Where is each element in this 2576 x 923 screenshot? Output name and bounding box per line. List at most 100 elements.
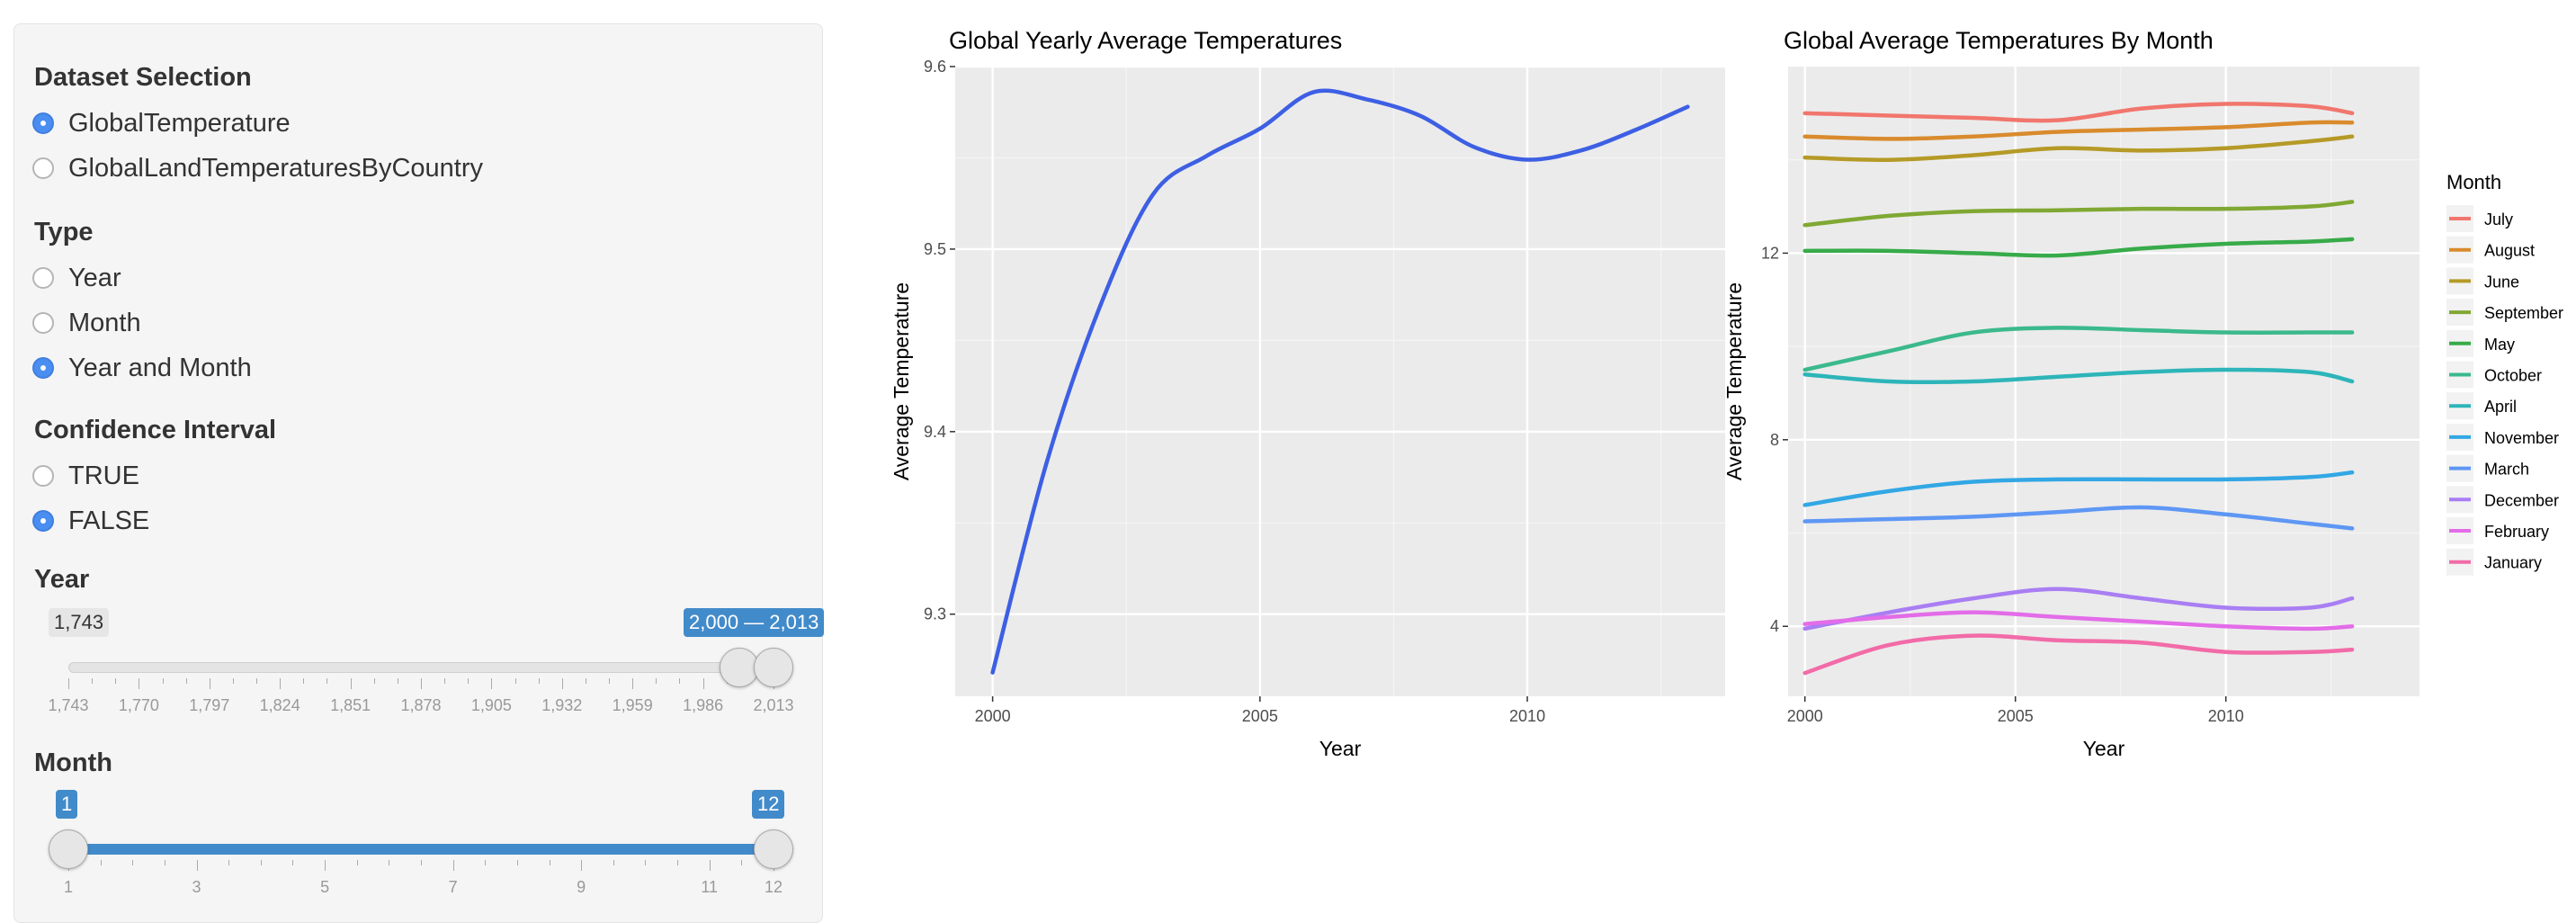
slider-major-tick: [280, 678, 282, 689]
slider-tick-label: 1,905: [470, 696, 512, 714]
radio-button[interactable]: [32, 112, 54, 134]
slider-tick-label: 1,932: [541, 696, 583, 714]
slider-tick-label: 2,013: [753, 696, 794, 714]
x-tick-label: 2005: [1242, 707, 1278, 725]
slider-handle-to[interactable]: [754, 648, 793, 687]
slider-tick-label: 3: [192, 878, 201, 896]
slider-minor-tick: [185, 678, 187, 684]
radio-label: Month: [68, 308, 141, 337]
slider-tick-label: 1,851: [330, 696, 371, 714]
year-range-badge: 2,000 — 2,013: [684, 608, 825, 637]
slider-tick-label: 1,770: [118, 696, 159, 714]
slider-tick-label: 1,878: [400, 696, 442, 714]
year-slider-title: Year: [34, 565, 90, 594]
radio-label: Year: [68, 263, 121, 292]
slider-handle-from[interactable]: [49, 829, 88, 869]
chart1-title: Global Yearly Average Temperatures: [949, 27, 1343, 54]
radio-true[interactable]: TRUE: [32, 461, 139, 491]
slider-tick-label: 9: [577, 878, 586, 896]
slider-minor-tick: [162, 678, 164, 684]
sidebar-panel: [13, 23, 823, 923]
series-line: [990, 88, 1690, 675]
slider-tick-label: 1,986: [683, 696, 724, 714]
radio-button[interactable]: [32, 157, 54, 179]
slider-tick-label: 1: [63, 878, 74, 896]
slider-major-tick: [702, 678, 704, 689]
slider-minor-tick: [679, 678, 681, 684]
radio-false[interactable]: FALSE: [32, 506, 149, 536]
slider-major-tick: [421, 678, 422, 689]
plot-panel: [955, 67, 1725, 696]
slider-minor-tick: [421, 860, 422, 865]
slider-major-tick: [452, 860, 454, 871]
slider-minor-tick: [656, 678, 657, 684]
month-from-badge: 1: [56, 790, 78, 819]
slider-major-tick: [581, 860, 583, 871]
slider-minor-tick: [256, 678, 258, 684]
slider-minor-tick: [326, 678, 328, 684]
radio-label: TRUE: [68, 461, 139, 490]
radio-label: GlobalLandTemperaturesByCountry: [68, 153, 484, 183]
type-title: Type: [34, 218, 94, 246]
slider-major-tick: [325, 860, 326, 871]
y-axis-label: Average Temperature: [890, 282, 913, 480]
confidence-interval-title: Confidence Interval: [34, 416, 277, 444]
dataset-selection-title: Dataset Selection: [34, 63, 252, 92]
radio-button[interactable]: [32, 267, 54, 289]
radio-year[interactable]: Year: [32, 263, 121, 293]
slider-minor-tick: [232, 678, 234, 684]
slider-handle-to[interactable]: [754, 829, 793, 869]
radio-button[interactable]: [32, 357, 54, 379]
slider-tick-label: 12: [764, 878, 783, 896]
y-tick-label: 9.4: [924, 423, 946, 441]
slider-minor-tick: [228, 860, 230, 865]
radio-globallandtemperaturesbycountry[interactable]: GlobalLandTemperaturesByCountry: [32, 153, 483, 184]
slider-minor-tick: [514, 678, 516, 684]
slider-major-tick: [68, 678, 69, 689]
radio-month[interactable]: Month: [32, 308, 141, 338]
x-tick-label: 2010: [1509, 707, 1545, 725]
slider-major-tick: [196, 860, 198, 871]
slider-minor-tick: [538, 678, 540, 684]
slider-tick-label: 1,959: [612, 696, 653, 714]
slider-minor-tick: [613, 860, 614, 865]
slider-major-tick: [632, 678, 634, 689]
slider-minor-tick: [260, 860, 262, 865]
radio-label: Year and Month: [68, 353, 252, 382]
slider-minor-tick: [115, 678, 117, 684]
slider-tick-label: 11: [701, 878, 719, 896]
radio-button[interactable]: [32, 312, 54, 334]
slider-minor-tick: [100, 860, 102, 865]
slider-minor-tick: [373, 678, 375, 684]
slider-minor-tick: [516, 860, 518, 865]
month-slider-title: Month: [34, 748, 112, 777]
slider-minor-tick: [609, 678, 611, 684]
slider-minor-tick: [741, 860, 743, 865]
month-to-badge: 12: [752, 790, 785, 819]
slider-tick-label: 5: [320, 878, 330, 896]
radio-button[interactable]: [32, 465, 54, 487]
slider-tick-label: 7: [448, 878, 458, 896]
radio-label: GlobalTemperature: [68, 108, 291, 138]
radio-button[interactable]: [32, 510, 54, 532]
slider-minor-tick: [444, 678, 446, 684]
slider-major-tick: [350, 678, 352, 689]
slider-minor-tick: [92, 678, 94, 684]
x-axis-label: Year: [1319, 737, 1362, 760]
radio-globaltemperature[interactable]: GlobalTemperature: [32, 108, 291, 139]
y-tick-label: 9.6: [924, 58, 946, 76]
year-min-badge: 1,743: [49, 608, 110, 637]
slider-selected-range[interactable]: [68, 844, 774, 855]
radio-year-and-month[interactable]: Year and Month: [32, 353, 252, 383]
slider-minor-tick: [677, 860, 679, 865]
slider-tick-label: 1,797: [189, 696, 230, 714]
slider-major-tick: [709, 860, 711, 871]
radio-label: FALSE: [68, 506, 150, 535]
slider-minor-tick: [303, 678, 305, 684]
slider-tick-label: 1,824: [259, 696, 300, 714]
slider-minor-tick: [132, 860, 134, 865]
y-tick-label: 9.3: [924, 605, 946, 623]
slider-minor-tick: [356, 860, 358, 865]
x-tick-label: 2000: [975, 707, 1011, 725]
